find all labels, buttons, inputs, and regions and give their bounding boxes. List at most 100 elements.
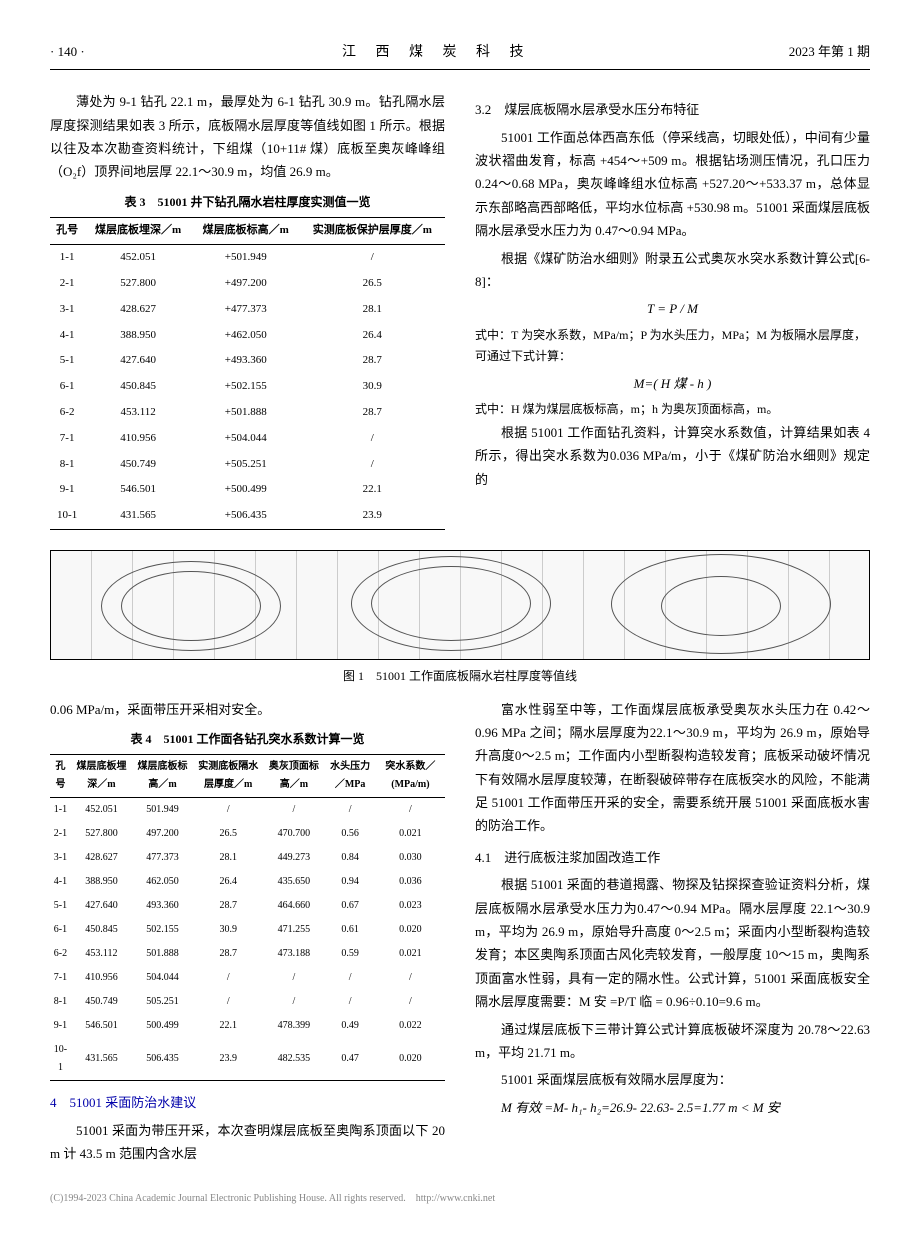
table-cell: 5-1	[50, 348, 84, 374]
table-row: 9-1546.501+500.49922.1	[50, 477, 445, 503]
table-cell: 502.155	[132, 918, 193, 942]
table-cell: 23.9	[193, 1038, 263, 1081]
table-cell: 0.021	[376, 822, 445, 846]
table-cell: 28.1	[300, 297, 445, 323]
table-cell: 3-1	[50, 297, 84, 323]
table-cell: 435.650	[263, 870, 324, 894]
table-cell: 1-1	[50, 245, 84, 271]
r-p3: 根据 51001 工作面钻孔资料，计算突水系数值，计算结果如表 4 所示，得出突…	[475, 421, 870, 491]
table-cell: 6-1	[50, 374, 84, 400]
table-cell: 0.023	[376, 894, 445, 918]
table-cell: 0.030	[376, 846, 445, 870]
table-cell: /	[263, 966, 324, 990]
r-p1: 51001 工作面总体西高东低（停采线高，切眼处低），中间有少量波状褶曲发育，标…	[475, 126, 870, 243]
table-row: 9-1546.501500.49922.1478.3990.490.022	[50, 1014, 445, 1038]
table-cell: 8-1	[50, 452, 84, 478]
bottom-columns: 0.06 MPa/m，采面带压开采相对安全。 表 4 51001 工作面各钻孔突…	[50, 698, 870, 1170]
table-cell: 428.627	[84, 297, 192, 323]
table3: 孔号 煤层底板埋深／m 煤层底板标高／m 实测底板保护层厚度／m 1-1452.…	[50, 217, 445, 530]
table-cell: 7-1	[50, 966, 71, 990]
f2-desc: 式中：H 煤为煤层底板标高，m；h 为奥灰顶面标高，m。	[475, 399, 870, 421]
table-row: 2-1527.800497.20026.5470.7000.560.021	[50, 822, 445, 846]
table-cell: 0.59	[324, 942, 375, 966]
t3-col0: 孔号	[50, 218, 84, 245]
table-cell: /	[193, 966, 263, 990]
table-cell: 6-1	[50, 918, 71, 942]
table-row: 5-1427.640+493.36028.7	[50, 348, 445, 374]
table-cell: +493.360	[192, 348, 300, 374]
t4-col5: 水头压力／MPa	[324, 755, 375, 798]
table-cell: 546.501	[84, 477, 192, 503]
table-cell: 497.200	[132, 822, 193, 846]
table-row: 10-1431.565+506.43523.9	[50, 503, 445, 529]
table-cell: 30.9	[193, 918, 263, 942]
table-cell: 478.399	[263, 1014, 324, 1038]
table-cell: 7-1	[50, 426, 84, 452]
intro-para: 薄处为 9-1 钻孔 22.1 m，最厚处为 6-1 钻孔 30.9 m。钻孔隔…	[50, 90, 445, 184]
table4-caption: 表 4 51001 工作面各钻孔突水系数计算一览	[50, 729, 445, 751]
table-row: 3-1428.627+477.37328.1	[50, 297, 445, 323]
sect-3-2-title: 3.2 煤层底板隔水层承受水压分布特征	[475, 98, 870, 121]
journal-name: 江 西 煤 炭 科 技	[342, 40, 532, 65]
table-cell: 501.888	[132, 942, 193, 966]
table-cell: +504.044	[192, 426, 300, 452]
below-fig-left: 0.06 MPa/m，采面带压开采相对安全。	[50, 698, 445, 721]
table-row: 6-1450.845+502.15530.9	[50, 374, 445, 400]
table-cell: 0.021	[376, 942, 445, 966]
t4-col0: 孔号	[50, 755, 71, 798]
table-cell: 464.660	[263, 894, 324, 918]
table-row: 4-1388.950+462.05026.4	[50, 323, 445, 349]
table4: 孔号 煤层底板埋深／m 煤层底板标高／m 实测底板隔水层厚度／m 奥灰顶面标高／…	[50, 754, 445, 1081]
t4-col2: 煤层底板标高／m	[132, 755, 193, 798]
table-cell: 506.435	[132, 1038, 193, 1081]
table-row: 10-1431.565506.43523.9482.5350.470.020	[50, 1038, 445, 1081]
table-cell: 28.7	[193, 942, 263, 966]
table-cell: +500.499	[192, 477, 300, 503]
sect4-p1: 51001 采面为带压开采，本次查明煤层底板至奥陶系顶面以下 20 m 计 43…	[50, 1119, 445, 1166]
rb-p4: 51001 采面煤层底板有效隔水层厚度为：	[475, 1068, 870, 1091]
sect-4-1-title: 4.1 进行底板注浆加固改造工作	[475, 846, 870, 869]
formula3: M 有效 =M- h₁- h₂=26.9- 22.63- 2.5=1.77 m …	[475, 1096, 870, 1119]
table-cell: 527.800	[84, 271, 192, 297]
table-cell: 471.255	[263, 918, 324, 942]
table-cell: /	[376, 990, 445, 1014]
table-row: 5-1427.640493.36028.7464.6600.670.023	[50, 894, 445, 918]
table-cell: 9-1	[50, 1014, 71, 1038]
t3-col3: 实测底板保护层厚度／m	[300, 218, 445, 245]
table-cell: 10-1	[50, 1038, 71, 1081]
table-cell: 505.251	[132, 990, 193, 1014]
table-row: 6-1450.845502.15530.9471.2550.610.020	[50, 918, 445, 942]
table-cell: 450.749	[71, 990, 132, 1014]
table-cell: +501.949	[192, 245, 300, 271]
table-row: 1-1452.051501.949////	[50, 798, 445, 823]
table-cell: 388.950	[84, 323, 192, 349]
table-cell: /	[324, 798, 375, 823]
table-cell: 1-1	[50, 798, 71, 823]
table-cell: 477.373	[132, 846, 193, 870]
table-cell: 504.044	[132, 966, 193, 990]
table-cell: 28.7	[300, 348, 445, 374]
table-cell: +462.050	[192, 323, 300, 349]
table-cell: +477.373	[192, 297, 300, 323]
table-cell: 527.800	[71, 822, 132, 846]
table-cell: 0.49	[324, 1014, 375, 1038]
t3-col1: 煤层底板埋深／m	[84, 218, 192, 245]
table-cell: +501.888	[192, 400, 300, 426]
sect-4-title: 4 51001 采面防治水建议	[50, 1091, 445, 1114]
table-cell: 5-1	[50, 894, 71, 918]
left-column-bottom: 0.06 MPa/m，采面带压开采相对安全。 表 4 51001 工作面各钻孔突…	[50, 698, 445, 1170]
table-row: 8-1450.749+505.251/	[50, 452, 445, 478]
table-cell: 453.112	[84, 400, 192, 426]
table-cell: 30.9	[300, 374, 445, 400]
table-cell: 427.640	[71, 894, 132, 918]
table-cell: 431.565	[71, 1038, 132, 1081]
table-cell: 431.565	[84, 503, 192, 529]
table-row: 1-1452.051+501.949/	[50, 245, 445, 271]
table-cell: 23.9	[300, 503, 445, 529]
table-cell: 452.051	[84, 245, 192, 271]
table-cell: 6-2	[50, 942, 71, 966]
rb-p3: 通过煤层底板下三带计算公式计算底板破坏深度为 20.78～22.63 m，平均 …	[475, 1018, 870, 1065]
table-cell: 493.360	[132, 894, 193, 918]
table-cell: 0.036	[376, 870, 445, 894]
table-cell: 428.627	[71, 846, 132, 870]
